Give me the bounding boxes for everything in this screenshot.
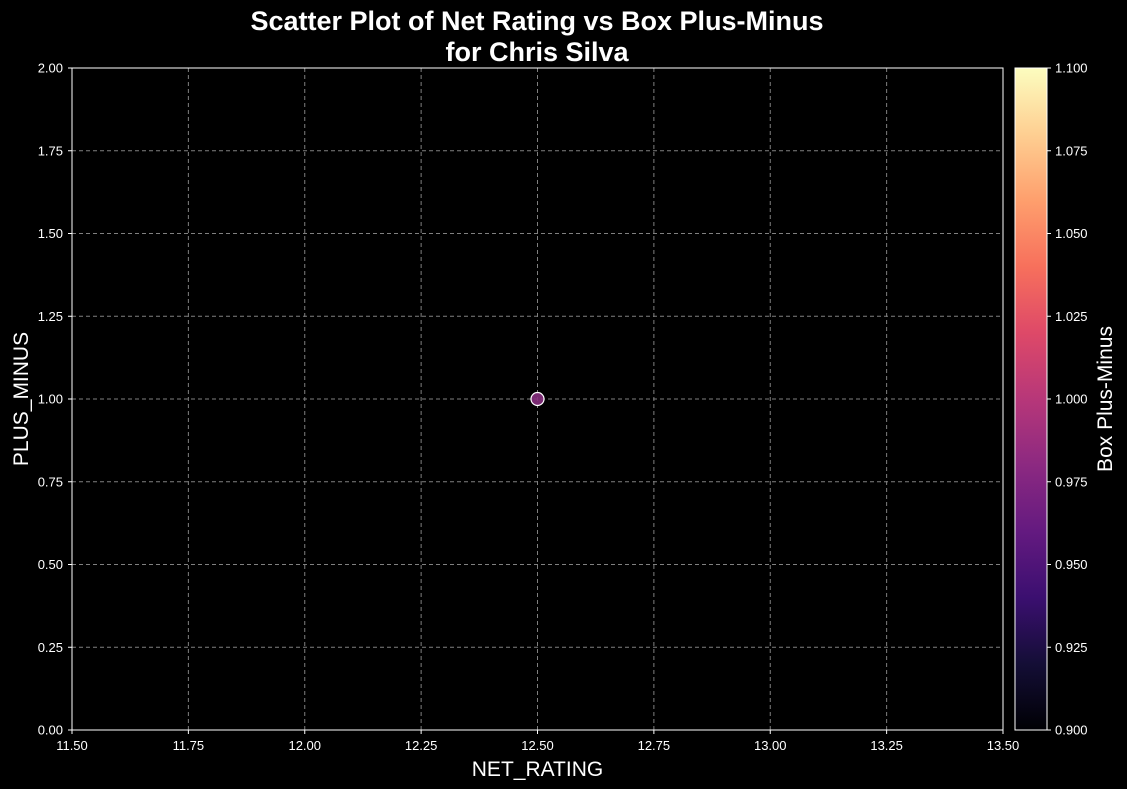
y-tick-label: 1.00 bbox=[38, 392, 63, 407]
y-tick-label: 1.25 bbox=[38, 309, 63, 324]
y-tick-label: 0.75 bbox=[38, 474, 63, 489]
scatter-point bbox=[530, 391, 545, 407]
x-tick-label: 11.50 bbox=[56, 738, 88, 753]
x-tick-label: 12.75 bbox=[638, 738, 671, 753]
colorbar-tick-label: 1.075 bbox=[1055, 143, 1088, 158]
colorbar-tick-label: 0.975 bbox=[1055, 474, 1088, 489]
data-points bbox=[530, 391, 545, 407]
colorbar-tick-label: 1.100 bbox=[1055, 61, 1088, 76]
y-axis-label: PLUS_MINUS bbox=[10, 332, 33, 466]
colorbar-tick-label: 1.025 bbox=[1055, 309, 1088, 324]
x-tick-label: 12.50 bbox=[521, 738, 554, 753]
x-tick-label: 13.00 bbox=[754, 738, 787, 753]
x-tick-label: 13.50 bbox=[987, 738, 1020, 753]
x-tick-label: 12.00 bbox=[288, 738, 321, 753]
plot-frame bbox=[71, 67, 1004, 731]
x-axis-label: NET_RATING bbox=[472, 758, 603, 781]
y-tick-label: 0.25 bbox=[38, 640, 63, 655]
axis-ticks: 11.50 11.75 12.00 12.25 12.50 12.75 13.00 13.25… bbox=[38, 61, 1020, 754]
y-tick-label: 0.00 bbox=[38, 723, 63, 738]
y-tick-label: 2.00 bbox=[38, 61, 63, 76]
x-tick-label: 12.25 bbox=[405, 738, 438, 753]
colorbar bbox=[1014, 67, 1048, 731]
chart-title-line-1: Scatter Plot of Net Rating vs Box Plus-M… bbox=[250, 6, 823, 36]
x-tick-label: 11.75 bbox=[173, 738, 205, 753]
y-tick-label: 1.75 bbox=[38, 143, 63, 158]
colorbar-tick-label: 1.050 bbox=[1055, 226, 1088, 241]
colorbar-tick-label: 0.900 bbox=[1055, 723, 1088, 738]
colorbar-tick-label: 0.925 bbox=[1055, 640, 1088, 655]
y-tick-label: 0.50 bbox=[38, 557, 63, 572]
colorbar-tick-label: 1.000 bbox=[1055, 392, 1088, 407]
y-tick-label: 1.50 bbox=[38, 226, 63, 241]
chart-title-line-2: for Chris Silva bbox=[445, 37, 629, 67]
colorbar-ticks: 0.900 0.925 0.950 0.975 1.000 1.025 1.050 1.075… bbox=[1047, 61, 1088, 738]
colorbar-tick-label: 0.950 bbox=[1055, 557, 1088, 572]
x-tick-label: 13.25 bbox=[870, 738, 903, 753]
colorbar-label: Box Plus-Minus bbox=[1094, 326, 1117, 472]
